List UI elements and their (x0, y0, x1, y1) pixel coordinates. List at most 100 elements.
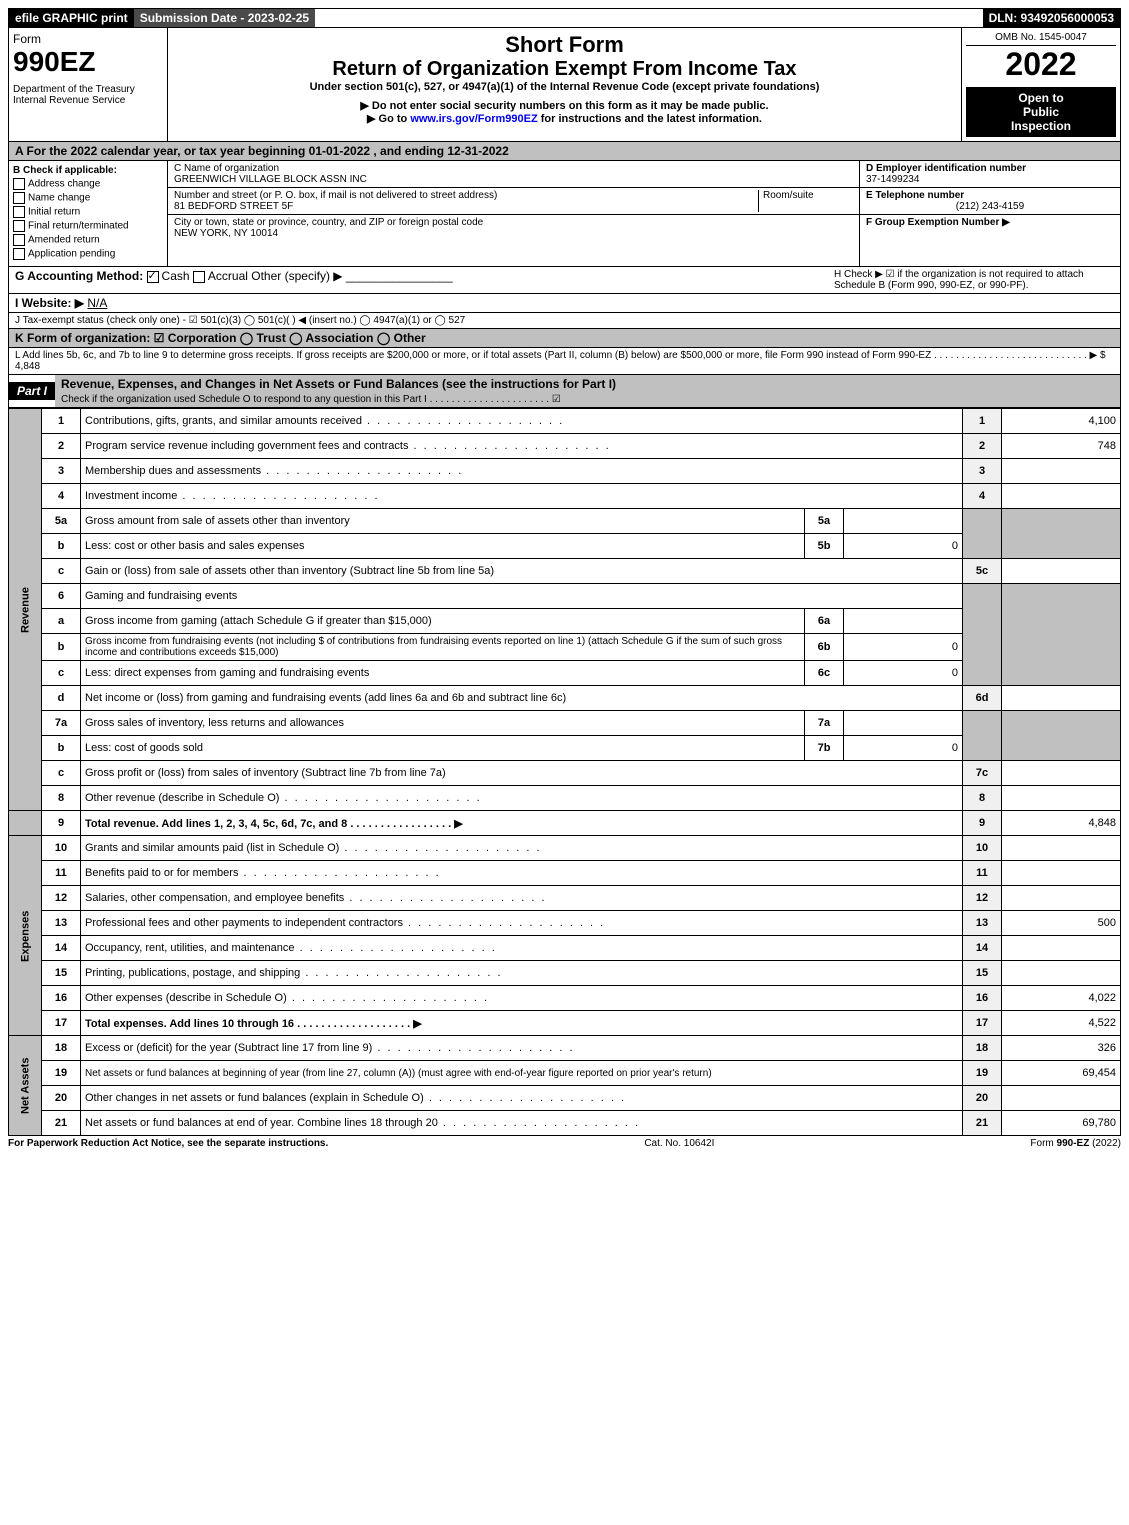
top-bar: efile GRAPHIC print Submission Date - 20… (8, 8, 1121, 28)
line-3-amt (1002, 459, 1121, 484)
chk-amended-return[interactable]: Amended return (13, 234, 163, 246)
line-21: Net assets or fund balances at end of ye… (81, 1111, 963, 1136)
line-11: Benefits paid to or for members (81, 861, 963, 886)
row-i-website: I Website: ▶ N/A (8, 294, 1121, 313)
section-def: D Employer identification number 37-1499… (859, 161, 1120, 266)
line-18-amt: 326 (1002, 1036, 1121, 1061)
revenue-label: Revenue (9, 409, 42, 811)
line-8-amt (1002, 786, 1121, 811)
line-17-amt: 4,522 (1002, 1011, 1121, 1036)
line-6c-amt: 0 (844, 661, 963, 686)
line-11-amt (1002, 861, 1121, 886)
row-g-h: G Accounting Method: Cash Accrual Other … (8, 267, 1121, 294)
dln-label: DLN: 93492056000053 (983, 9, 1120, 27)
chk-accrual[interactable] (193, 271, 205, 283)
line-5b-amt: 0 (844, 534, 963, 559)
line-5a-amt (844, 509, 963, 534)
line-15-amt (1002, 961, 1121, 986)
line-5c: Gain or (loss) from sale of assets other… (81, 559, 963, 584)
chk-application-pending[interactable]: Application pending (13, 248, 163, 260)
line-1-amt: 4,100 (1002, 409, 1121, 434)
line-6d: Net income or (loss) from gaming and fun… (81, 686, 963, 711)
part1-label: Part I (9, 382, 55, 400)
line-8: Other revenue (describe in Schedule O) (81, 786, 963, 811)
line-12-amt (1002, 886, 1121, 911)
line-2-amt: 748 (1002, 434, 1121, 459)
netassets-label: Net Assets (9, 1036, 42, 1136)
g-accounting: G Accounting Method: Cash Accrual Other … (15, 269, 834, 291)
line-13: Professional fees and other payments to … (81, 911, 963, 936)
line-4: Investment income (81, 484, 963, 509)
title-main: Return of Organization Exempt From Incom… (172, 58, 957, 81)
room-label: Room/suite (763, 190, 853, 201)
line-20-amt (1002, 1086, 1121, 1111)
expenses-label: Expenses (9, 836, 42, 1036)
website-value: N/A (87, 296, 107, 310)
line-18: Excess or (deficit) for the year (Subtra… (81, 1036, 963, 1061)
line-13-amt: 500 (1002, 911, 1121, 936)
c-street-label: Number and street (or P. O. box, if mail… (174, 190, 758, 201)
part1-header: Part I Revenue, Expenses, and Changes in… (8, 375, 1121, 408)
line-10: Grants and similar amounts paid (list in… (81, 836, 963, 861)
line-7c: Gross profit or (loss) from sales of inv… (81, 761, 963, 786)
f-label: F Group Exemption Number ▶ (866, 217, 1114, 228)
org-street: 81 BEDFORD STREET 5F (174, 201, 758, 212)
c-city-label: City or town, state or province, country… (174, 217, 853, 228)
form-number: 990EZ (13, 46, 163, 78)
line-6b-amt: 0 (844, 634, 963, 661)
irs-link[interactable]: www.irs.gov/Form990EZ (410, 113, 537, 125)
header-right: OMB No. 1545-0047 2022 Open to Public In… (961, 28, 1120, 141)
line-5b: Less: cost or other basis and sales expe… (81, 534, 805, 559)
page-footer: For Paperwork Reduction Act Notice, see … (8, 1136, 1121, 1151)
tax-year: 2022 (966, 46, 1116, 83)
footer-left: For Paperwork Reduction Act Notice, see … (8, 1138, 328, 1149)
open-inspection: Open to Public Inspection (966, 87, 1116, 137)
efile-label[interactable]: efile GRAPHIC print (9, 9, 134, 27)
row-a-period: A For the 2022 calendar year, or tax yea… (8, 142, 1121, 161)
chk-cash[interactable] (147, 271, 159, 283)
ein-value: 37-1499234 (866, 174, 1114, 185)
line-16-amt: 4,022 (1002, 986, 1121, 1011)
header-left: Form 990EZ Department of the Treasury In… (9, 28, 168, 141)
chk-initial-return[interactable]: Initial return (13, 206, 163, 218)
org-block: B Check if applicable: Address change Na… (8, 161, 1121, 267)
line-14-amt (1002, 936, 1121, 961)
org-city: NEW YORK, NY 10014 (174, 228, 853, 239)
part1-table: Revenue 1 Contributions, gifts, grants, … (8, 408, 1121, 1136)
section-b: B Check if applicable: Address change Na… (9, 161, 168, 266)
line-9-amt: 4,848 (1002, 811, 1121, 836)
line-20: Other changes in net assets or fund bala… (81, 1086, 963, 1111)
line-6c: Less: direct expenses from gaming and fu… (81, 661, 805, 686)
b-label: B Check if applicable: (13, 165, 163, 176)
e-label: E Telephone number (866, 190, 1114, 201)
form-word: Form (13, 32, 163, 46)
title-short: Short Form (172, 32, 957, 58)
line-1: Contributions, gifts, grants, and simila… (81, 409, 963, 434)
org-name: GREENWICH VILLAGE BLOCK ASSN INC (174, 174, 853, 185)
section-c: C Name of organization GREENWICH VILLAGE… (168, 161, 859, 266)
chk-final-return[interactable]: Final return/terminated (13, 220, 163, 232)
line-14: Occupancy, rent, utilities, and maintena… (81, 936, 963, 961)
line-6d-amt (1002, 686, 1121, 711)
line-7a-amt (844, 711, 963, 736)
line-19-amt: 69,454 (1002, 1061, 1121, 1086)
line-10-amt (1002, 836, 1121, 861)
line-6: Gaming and fundraising events (81, 584, 963, 609)
line-9: Total revenue. Add lines 1, 2, 3, 4, 5c,… (81, 811, 963, 836)
part1-title: Revenue, Expenses, and Changes in Net As… (55, 375, 1120, 407)
line-5a: Gross amount from sale of assets other t… (81, 509, 805, 534)
footer-mid: Cat. No. 10642I (644, 1138, 714, 1149)
line-2: Program service revenue including govern… (81, 434, 963, 459)
row-j-status: J Tax-exempt status (check only one) - ☑… (8, 313, 1121, 329)
chk-address-change[interactable]: Address change (13, 178, 163, 190)
line-7a: Gross sales of inventory, less returns a… (81, 711, 805, 736)
line-7b-amt: 0 (844, 736, 963, 761)
dept-label: Department of the Treasury (13, 84, 163, 95)
note-ssn: ▶ Do not enter social security numbers o… (172, 99, 957, 112)
line-6a: Gross income from gaming (attach Schedul… (81, 609, 805, 634)
c-name-label: C Name of organization (174, 163, 853, 174)
row-l-gross: L Add lines 5b, 6c, and 7b to line 9 to … (8, 348, 1121, 375)
line-12: Salaries, other compensation, and employ… (81, 886, 963, 911)
line-3: Membership dues and assessments (81, 459, 963, 484)
chk-name-change[interactable]: Name change (13, 192, 163, 204)
